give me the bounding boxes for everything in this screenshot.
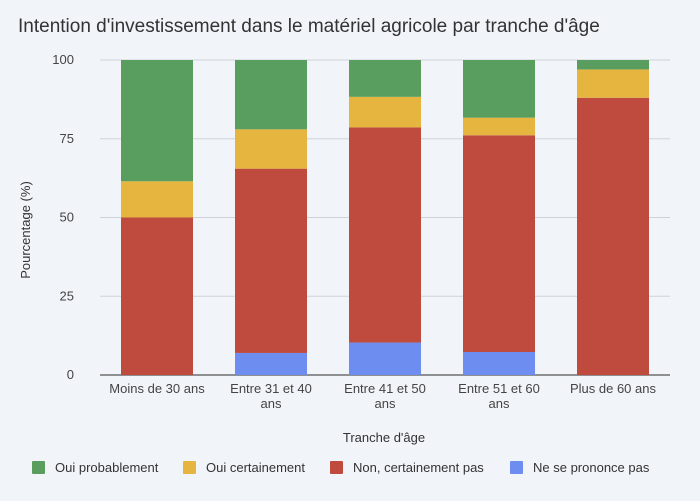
bar-segment xyxy=(235,352,307,375)
legend: Oui probablement Oui certainement Non, cer… xyxy=(32,460,650,475)
bar-segment xyxy=(577,97,649,376)
bar-segment xyxy=(349,342,421,375)
y-tick-label: 50 xyxy=(60,210,74,225)
x-tick-label: Entre 41 et 50 ans xyxy=(344,381,426,411)
y-tick-label: 75 xyxy=(60,131,74,146)
x-tick-label-line: ans xyxy=(375,396,396,411)
legend-item-label: Oui certainement xyxy=(206,460,305,475)
y-tick-label: 0 xyxy=(67,367,74,382)
legend-item-label: Ne se prononce pas xyxy=(533,460,650,475)
x-tick-label: Entre 31 et 40 ans xyxy=(230,381,312,411)
bar-segment xyxy=(235,60,307,130)
bar-segment xyxy=(349,127,421,343)
x-tick-label-line: ans xyxy=(261,396,282,411)
x-tick-label-line: Entre 51 et 60 xyxy=(458,381,540,396)
bar-segment xyxy=(463,352,535,375)
y-axis-label: Pourcentage (%) xyxy=(18,181,33,279)
bar-segment xyxy=(577,60,649,70)
bar-segment xyxy=(349,96,421,128)
bar-segment xyxy=(349,60,421,97)
legend-item-label: Non, certainement pas xyxy=(353,460,484,475)
bars xyxy=(121,60,649,376)
x-axis-label: Tranche d'âge xyxy=(343,430,425,445)
x-tick-label-line: ans xyxy=(489,396,510,411)
legend-swatch xyxy=(32,461,45,474)
x-tick-label-line: Entre 31 et 40 xyxy=(230,381,312,396)
bar-segment xyxy=(235,168,307,353)
bar-segment xyxy=(463,135,535,353)
y-tick-label: 100 xyxy=(52,52,74,67)
bar-segment xyxy=(121,60,193,182)
y-axis-ticks: 0 25 50 75 100 xyxy=(52,52,74,382)
bar-segment xyxy=(577,69,649,98)
legend-swatch xyxy=(183,461,196,474)
legend-swatch xyxy=(330,461,343,474)
bar-segment xyxy=(121,217,193,375)
x-tick-label: Plus de 60 ans xyxy=(570,381,657,396)
bar-segment xyxy=(463,117,535,136)
x-tick-label-line: Plus de 60 ans xyxy=(570,381,657,396)
bar-segment xyxy=(235,129,307,169)
legend-swatch xyxy=(510,461,523,474)
legend-item-label: Oui probablement xyxy=(55,460,159,475)
bar-segment xyxy=(121,181,193,218)
x-tick-label-line: Entre 41 et 50 xyxy=(344,381,426,396)
x-tick-label: Moins de 30 ans xyxy=(109,381,205,396)
x-tick-label-line: Moins de 30 ans xyxy=(109,381,205,396)
chart-title: Intention d'investissement dans le matér… xyxy=(18,16,600,37)
y-tick-label: 25 xyxy=(60,288,74,303)
x-tick-label: Entre 51 et 60 ans xyxy=(458,381,540,411)
bar-segment xyxy=(463,60,535,118)
